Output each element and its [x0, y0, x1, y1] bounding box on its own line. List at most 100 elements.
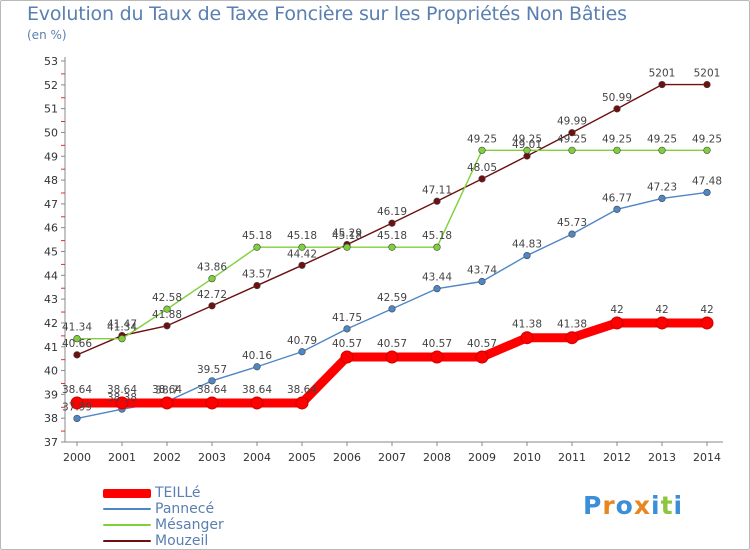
data-point: [523, 146, 531, 154]
data-point: [478, 175, 486, 183]
data-point: [343, 325, 351, 333]
y-tick-label: 43: [44, 293, 58, 306]
logo-letter: r: [602, 491, 616, 520]
y-tick-label: 38: [44, 412, 58, 425]
data-point: [430, 350, 444, 364]
data-point: [475, 350, 489, 364]
data-point: [433, 197, 441, 205]
data-label: 49.99: [557, 116, 587, 128]
y-tick-label: 44: [44, 269, 58, 282]
logo-letter: o: [615, 491, 634, 520]
y-tick-label: 46: [44, 222, 58, 235]
data-point: [163, 322, 171, 330]
data-label: 38.64: [242, 384, 272, 396]
data-point: [610, 316, 624, 330]
x-tick-label: 2011: [558, 451, 586, 464]
data-point: [298, 243, 306, 251]
y-tick-label: 45: [44, 246, 58, 259]
data-point: [568, 230, 576, 238]
data-point: [160, 396, 174, 410]
data-label: 47.48: [692, 175, 722, 187]
legend-swatch: [103, 524, 151, 526]
data-label: 45.18: [332, 230, 362, 242]
data-point: [70, 396, 84, 410]
data-label: 38.7: [155, 385, 178, 397]
data-point: [385, 350, 399, 364]
data-point: [73, 335, 81, 343]
data-label: 45.18: [242, 230, 272, 242]
data-label: 42.59: [377, 292, 407, 304]
data-point: [433, 285, 441, 293]
data-point: [433, 243, 441, 251]
y-tick-label: 42: [44, 317, 58, 330]
y-tick-label: 50: [44, 126, 58, 139]
data-label: 46.19: [377, 206, 407, 218]
data-label: 46.77: [602, 192, 632, 204]
unit-label: (en %): [27, 28, 67, 42]
data-label: 49.25: [602, 133, 632, 145]
data-point: [208, 275, 216, 283]
x-tick-label: 2006: [333, 451, 361, 464]
data-label: 43.74: [467, 265, 497, 277]
x-tick-label: 2007: [378, 451, 406, 464]
x-tick-label: 2013: [648, 451, 676, 464]
data-point: [565, 331, 579, 345]
data-label: 39.57: [197, 364, 227, 376]
data-label: 49.25: [512, 133, 542, 145]
data-label: 47.11: [422, 184, 452, 196]
x-tick-label: 2008: [423, 451, 451, 464]
data-point: [253, 243, 261, 251]
data-label: 38.64: [287, 384, 317, 396]
data-point: [703, 146, 711, 154]
y-tick-label: 41: [44, 341, 58, 354]
data-label: 40.79: [287, 335, 317, 347]
data-point: [703, 80, 711, 89]
data-point: [208, 302, 216, 310]
x-tick-label: 2003: [198, 451, 226, 464]
data-point: [568, 129, 576, 137]
data-point: [478, 146, 486, 154]
legend-label: Mésanger: [155, 517, 224, 533]
data-label: 45.18: [422, 230, 452, 242]
legend-item-pannecé: Pannecé: [99, 501, 299, 517]
data-point: [163, 305, 171, 313]
x-tick-label: 2000: [63, 451, 91, 464]
data-point: [118, 335, 126, 343]
y-tick-label: 52: [44, 79, 58, 92]
data-point: [115, 396, 129, 410]
data-label: 41.88: [152, 309, 182, 321]
data-label: 43.44: [422, 272, 452, 284]
legend-swatch: [103, 540, 151, 542]
logo-letter: x: [633, 491, 651, 520]
x-tick-label: 2005: [288, 451, 316, 464]
chart-legend: TEILLé Pannecé Mésanger Mouzeil: [99, 485, 299, 549]
data-label: 42: [655, 304, 668, 316]
y-tick-label: 51: [44, 103, 58, 116]
data-label: 45.73: [557, 217, 587, 229]
data-point: [73, 351, 81, 359]
data-label: 50.99: [602, 92, 632, 104]
data-point: [703, 188, 711, 197]
data-label: 38.64: [197, 384, 227, 396]
logo-letter: t: [660, 491, 674, 520]
legend-label: TEILLé: [155, 485, 201, 501]
data-point: [568, 146, 576, 154]
x-tick-label: 2001: [108, 451, 136, 464]
data-label: 44.83: [512, 239, 542, 251]
data-label: 41.75: [332, 312, 362, 324]
data-label: 40.16: [242, 350, 272, 362]
data-point: [388, 305, 396, 313]
data-label: 44.42: [287, 248, 317, 260]
data-label: 41.34: [62, 322, 92, 334]
data-point: [520, 331, 534, 345]
logo-letter: i: [651, 491, 661, 520]
y-tick-label: 37: [44, 436, 58, 449]
data-label: 49.25: [557, 133, 587, 145]
data-label: 42.72: [197, 289, 227, 301]
data-point: [388, 219, 396, 227]
data-label: 40.57: [377, 338, 407, 350]
data-label: 47.23: [647, 181, 677, 193]
data-point: [343, 243, 351, 251]
x-tick-label: 2009: [468, 451, 496, 464]
y-tick-label: 49: [44, 150, 58, 163]
